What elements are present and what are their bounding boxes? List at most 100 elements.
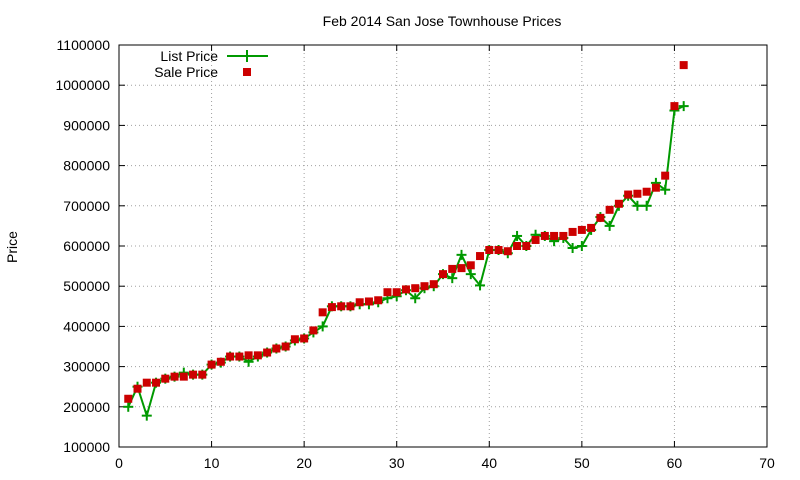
- y-tick-label: 700000: [63, 198, 110, 214]
- sale-price-point: [142, 378, 151, 387]
- plot-frame: [118, 44, 768, 448]
- x-tick-label: 60: [667, 455, 683, 471]
- y-tick-label: 900000: [63, 117, 110, 133]
- list-price-point: [512, 230, 523, 241]
- sale-price-point: [679, 61, 688, 70]
- y-tick-label: 300000: [63, 359, 110, 375]
- sale-price-point: [198, 370, 207, 379]
- list-price-point: [410, 293, 421, 304]
- x-tick-label: 0: [115, 455, 123, 471]
- sale-price-point: [124, 394, 133, 403]
- sale-price-point: [253, 351, 262, 360]
- sale-price-point: [216, 357, 225, 366]
- y-axis-label: Price: [4, 231, 20, 263]
- sale-price-point: [392, 288, 401, 297]
- y-tick-labels: 100000 200000 300000 400000 500000 600000 7000…: [55, 37, 110, 455]
- sale-price-point: [226, 352, 235, 361]
- sale-price-point: [429, 280, 438, 289]
- sale-price-point: [152, 378, 161, 387]
- sale-price-point: [263, 348, 272, 357]
- x-tick-label: 30: [389, 455, 405, 471]
- list-price-point: [604, 220, 615, 231]
- sale-price-point: [281, 342, 290, 351]
- sale-price-point: [642, 187, 651, 196]
- sale-price-point: [179, 372, 188, 381]
- sale-price-point: [633, 189, 642, 198]
- sale-price-point: [161, 374, 170, 383]
- y-tick-label: 800000: [63, 158, 110, 174]
- sale-price-point: [439, 270, 447, 279]
- sale-price-point: [337, 302, 346, 311]
- sale-price-point: [374, 296, 383, 305]
- sale-price-point: [587, 223, 596, 232]
- legend-marker-list-price: [241, 50, 253, 62]
- sale-price-point: [300, 334, 309, 343]
- sale-price-point: [207, 360, 216, 369]
- sale-price-point: [235, 352, 244, 361]
- sale-price-point: [244, 351, 253, 360]
- x-tick-labels: 0 10 20 30 40 50 60 70: [115, 455, 775, 471]
- list-price-point: [567, 243, 578, 254]
- list-price-point: [660, 184, 671, 195]
- sale-price-point: [318, 308, 327, 317]
- sale-price-point: [577, 225, 586, 234]
- sale-price-point: [596, 213, 605, 222]
- legend: List Price Sale Price: [154, 48, 268, 80]
- sale-price-point: [513, 242, 522, 250]
- list-price-point: [456, 249, 467, 260]
- y-tick-label: 400000: [63, 318, 110, 334]
- sale-price-point: [568, 227, 577, 236]
- sale-price-point: [401, 285, 410, 294]
- y-tick-label: 600000: [63, 238, 110, 254]
- list-price-point: [141, 410, 152, 421]
- sale-price-point: [327, 303, 336, 312]
- legend-label-sale-price: Sale Price: [154, 64, 218, 80]
- y-tick-label: 200000: [63, 399, 110, 415]
- sale-price-point: [411, 284, 420, 293]
- sale-price-point: [661, 171, 670, 180]
- sale-price-point: [651, 183, 660, 192]
- list-price-point: [475, 280, 486, 291]
- list-price-point: [465, 269, 476, 280]
- y-tick-label: 500000: [63, 278, 110, 294]
- sale-price-point: [624, 190, 633, 199]
- chart-title: Feb 2014 San Jose Townhouse Prices: [323, 13, 562, 29]
- list-price-point: [641, 200, 652, 211]
- sale-price-point: [364, 297, 373, 306]
- sale-price-point: [670, 102, 679, 111]
- list-price-point: [123, 401, 134, 412]
- list-price-point: [632, 200, 643, 211]
- sale-price-point: [420, 282, 429, 291]
- sale-price-point: [503, 247, 512, 256]
- data-series: [123, 61, 689, 421]
- legend-marker-sale-price: [243, 68, 251, 76]
- sale-price-point: [133, 384, 142, 393]
- sale-price-point: [383, 288, 392, 297]
- sale-price-point: [355, 298, 364, 307]
- sale-price-point: [346, 302, 355, 311]
- list-price-point: [447, 273, 458, 284]
- list-price-point: [317, 321, 328, 332]
- list-price-point: [678, 101, 689, 112]
- sale-price-point: [494, 246, 503, 255]
- x-tick-label: 10: [204, 455, 220, 471]
- sale-price-point: [290, 335, 299, 344]
- sale-price-point: [540, 231, 549, 240]
- list-price-point: [576, 241, 587, 251]
- sale-price-point: [272, 344, 281, 353]
- grid-lines: [119, 45, 767, 447]
- x-tick-label: 20: [296, 455, 312, 471]
- sale-price-point: [309, 326, 318, 335]
- sale-price-point: [485, 246, 494, 255]
- sale-price-point: [522, 242, 531, 250]
- legend-label-list-price: List Price: [160, 48, 218, 64]
- sale-price-point: [531, 235, 540, 244]
- sale-price-point: [466, 261, 475, 270]
- sale-price-point: [170, 372, 179, 381]
- y-tick-label: 100000: [63, 439, 110, 455]
- y-tick-label: 1000000: [55, 77, 110, 93]
- y-tick-label: 1100000: [57, 37, 111, 53]
- sale-price-point: [448, 264, 457, 273]
- sale-price-point: [559, 231, 568, 240]
